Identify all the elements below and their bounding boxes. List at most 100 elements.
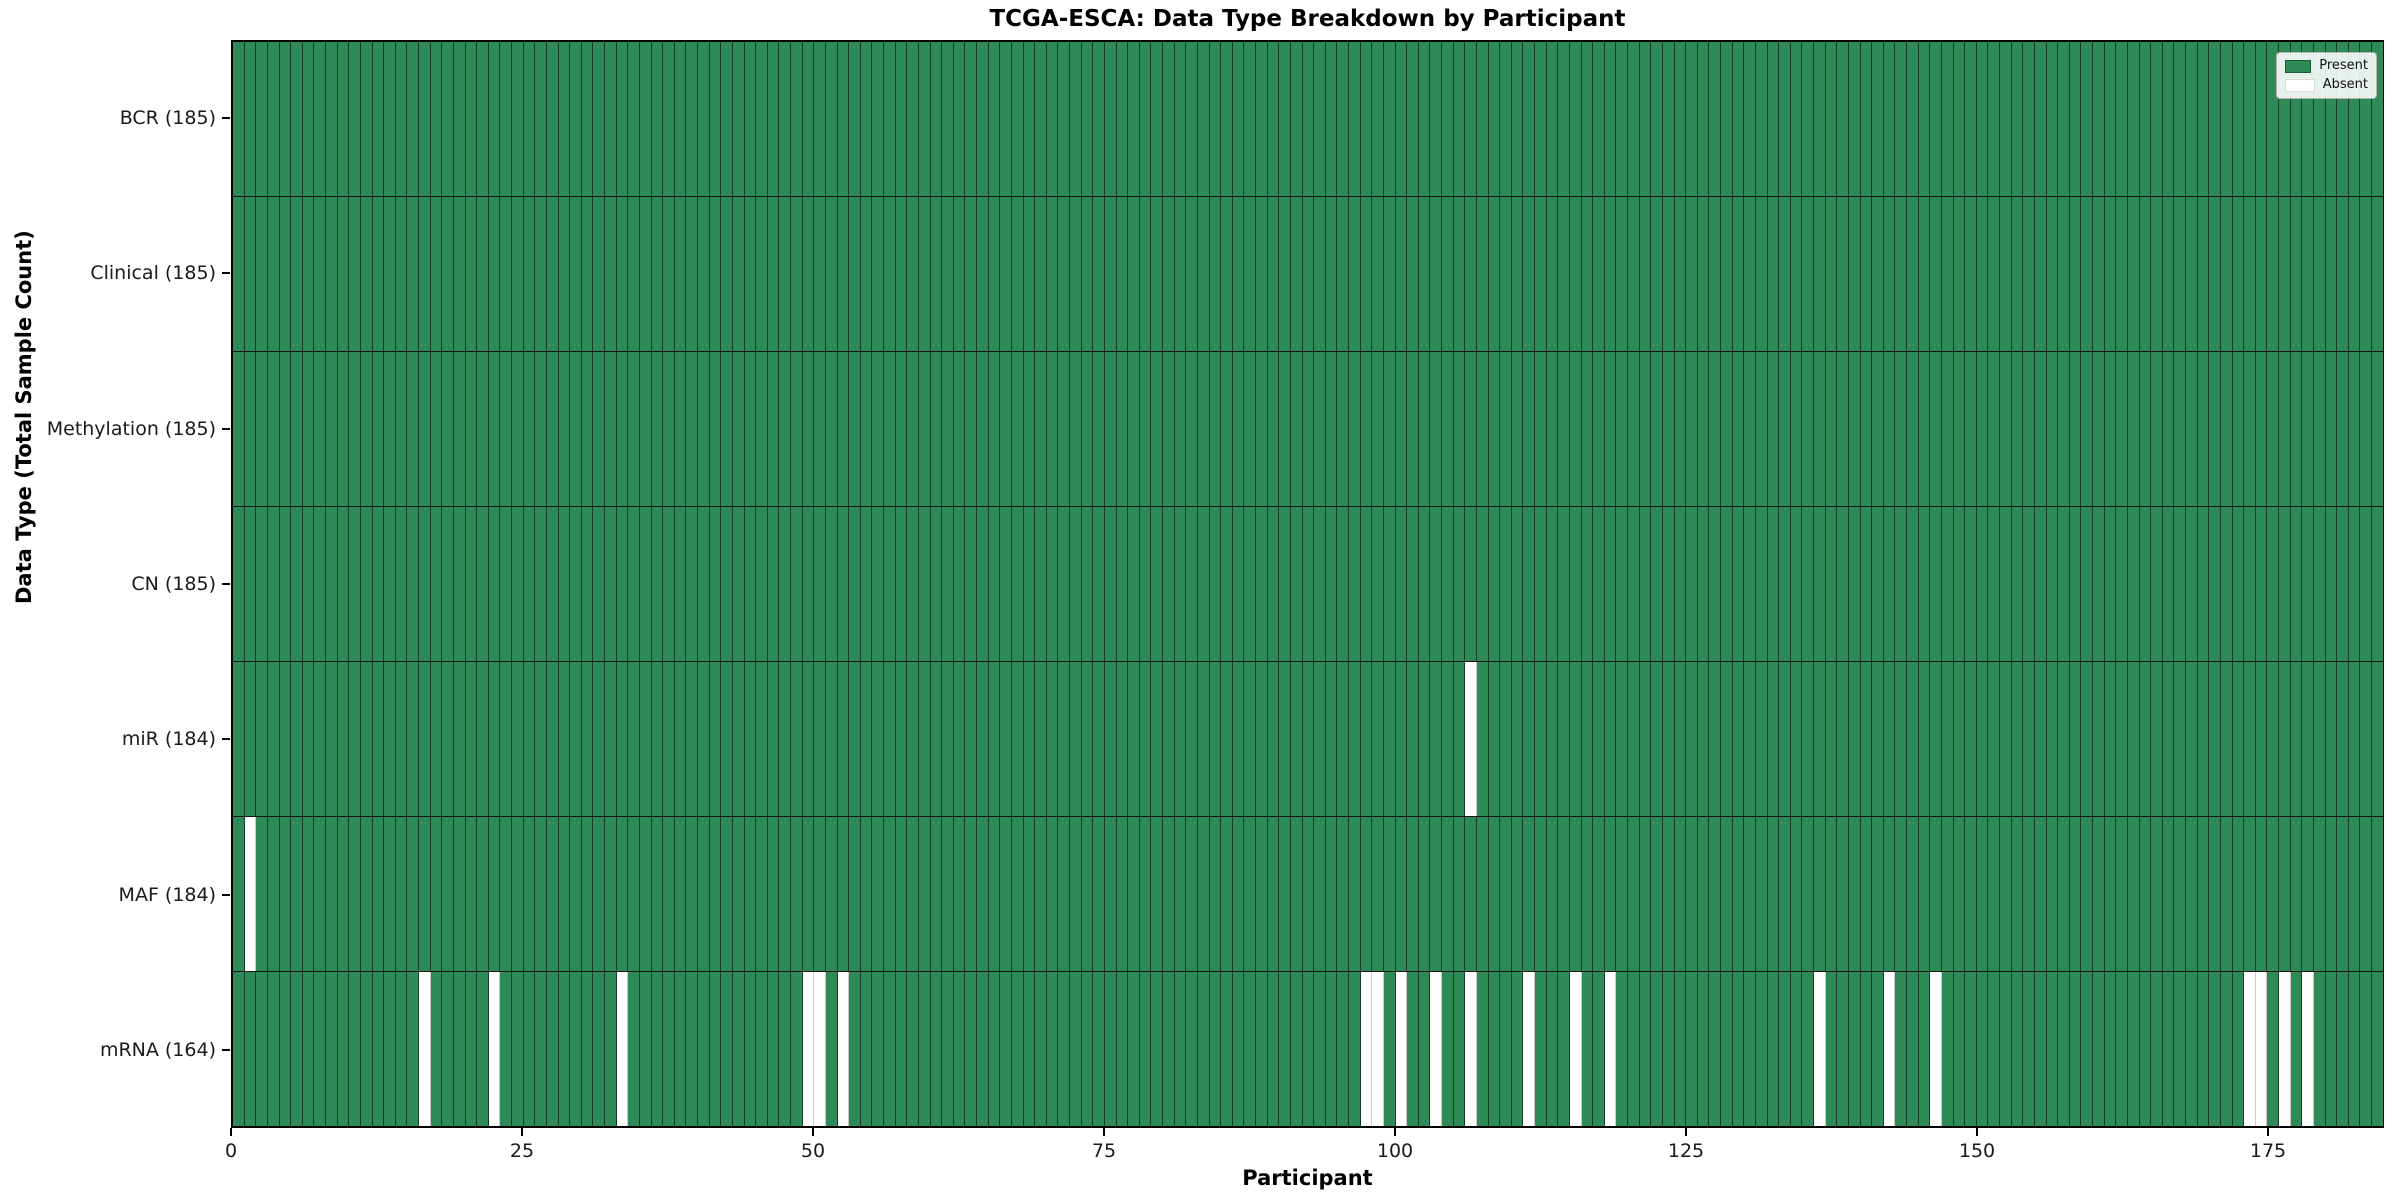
ytick-label-mrna: mRNA (164) bbox=[99, 1039, 216, 1061]
cell-present bbox=[1383, 197, 1396, 351]
cell-present bbox=[1279, 817, 1291, 971]
cell-present bbox=[930, 662, 943, 816]
cell-present bbox=[442, 817, 454, 971]
cell-present bbox=[1918, 352, 1931, 506]
cell-present bbox=[837, 817, 850, 971]
cell-present bbox=[1267, 507, 1280, 661]
cell-present bbox=[2372, 507, 2383, 661]
cell-present bbox=[1302, 817, 1315, 971]
cell-present bbox=[419, 662, 431, 816]
cell-present bbox=[1418, 197, 1431, 351]
cell-present bbox=[558, 507, 571, 661]
cell-absent bbox=[419, 972, 431, 1126]
cell-present bbox=[907, 662, 919, 816]
cell-present bbox=[2348, 197, 2361, 351]
cell-present bbox=[1383, 972, 1396, 1126]
cell-present bbox=[977, 352, 989, 506]
cell-present bbox=[1453, 42, 1466, 196]
cell-present bbox=[744, 197, 757, 351]
cell-present bbox=[2081, 507, 2093, 661]
cell-present bbox=[709, 662, 722, 816]
cell-present bbox=[2255, 662, 2268, 816]
cell-present bbox=[1244, 352, 1256, 506]
cell-present bbox=[1976, 197, 1989, 351]
cell-present bbox=[1581, 42, 1594, 196]
cell-present bbox=[1337, 662, 1349, 816]
cell-present bbox=[2279, 507, 2291, 661]
cell-present bbox=[291, 972, 303, 1126]
cell-present bbox=[1895, 972, 1907, 1126]
cell-present bbox=[302, 662, 315, 816]
cell-present bbox=[651, 817, 664, 971]
cell-present bbox=[1476, 197, 1489, 351]
cell-present bbox=[721, 972, 733, 1126]
cell-present bbox=[581, 352, 594, 506]
cell-present bbox=[1267, 972, 1280, 1126]
legend-entry-absent: Absent bbox=[2285, 78, 2368, 92]
cell-present bbox=[1976, 817, 1989, 971]
cell-present bbox=[1941, 817, 1954, 971]
cell-present bbox=[1000, 197, 1012, 351]
cell-present bbox=[1546, 507, 1559, 661]
cell-present bbox=[639, 197, 652, 351]
cell-present bbox=[488, 352, 501, 506]
cell-present bbox=[1046, 817, 1059, 971]
cell-present bbox=[2127, 662, 2140, 816]
cell-present bbox=[419, 817, 431, 971]
cell-present bbox=[1848, 197, 1861, 351]
cell-present bbox=[2116, 42, 2128, 196]
cell-present bbox=[360, 507, 373, 661]
cell-present bbox=[349, 352, 361, 506]
cell-present bbox=[1244, 42, 1256, 196]
cell-present bbox=[546, 352, 559, 506]
cell-present bbox=[791, 662, 803, 816]
cell-present bbox=[686, 42, 698, 196]
cell-present bbox=[1453, 507, 1466, 661]
cell-present bbox=[721, 352, 733, 506]
cell-present bbox=[360, 197, 373, 351]
cell-present bbox=[1000, 507, 1012, 661]
ytick-mark bbox=[222, 272, 230, 274]
cell-present bbox=[1872, 197, 1884, 351]
cell-present bbox=[651, 972, 664, 1126]
cell-present bbox=[1093, 662, 1105, 816]
cell-present bbox=[698, 972, 710, 1126]
cell-present bbox=[1232, 507, 1245, 661]
heatmap-row-mir bbox=[233, 661, 2383, 816]
cell-present bbox=[1081, 972, 1094, 1126]
cell-present bbox=[291, 662, 303, 816]
cell-present bbox=[1732, 42, 1745, 196]
cell-present bbox=[930, 352, 943, 506]
ytick-label-mir: miR (184) bbox=[121, 728, 216, 750]
cell-present bbox=[1116, 507, 1129, 661]
cell-present bbox=[2058, 197, 2070, 351]
cell-present bbox=[1104, 197, 1117, 351]
cell-present bbox=[546, 507, 559, 661]
cell-present bbox=[1267, 197, 1280, 351]
cell-present bbox=[2267, 197, 2279, 351]
cell-present bbox=[360, 42, 373, 196]
cell-present bbox=[802, 507, 815, 661]
cell-present bbox=[930, 972, 943, 1126]
cell-present bbox=[1163, 507, 1175, 661]
cell-present bbox=[1546, 352, 1559, 506]
cell-present bbox=[651, 662, 664, 816]
cell-present bbox=[2267, 352, 2279, 506]
cell-present bbox=[1930, 197, 1942, 351]
cell-present bbox=[430, 352, 443, 506]
cell-present bbox=[1383, 352, 1396, 506]
cell-present bbox=[884, 42, 896, 196]
cell-present bbox=[488, 817, 501, 971]
cell-present bbox=[1674, 972, 1687, 1126]
cell-present bbox=[570, 42, 582, 196]
cell-present bbox=[314, 817, 326, 971]
cell-present bbox=[1011, 197, 1024, 351]
cell-present bbox=[2337, 817, 2349, 971]
cell-present bbox=[279, 352, 292, 506]
cell-present bbox=[1697, 352, 1710, 506]
cell-present bbox=[326, 42, 338, 196]
cell-present bbox=[360, 352, 373, 506]
cell-present bbox=[1058, 817, 1070, 971]
cell-present bbox=[988, 972, 1001, 1126]
cell-present bbox=[244, 507, 257, 661]
